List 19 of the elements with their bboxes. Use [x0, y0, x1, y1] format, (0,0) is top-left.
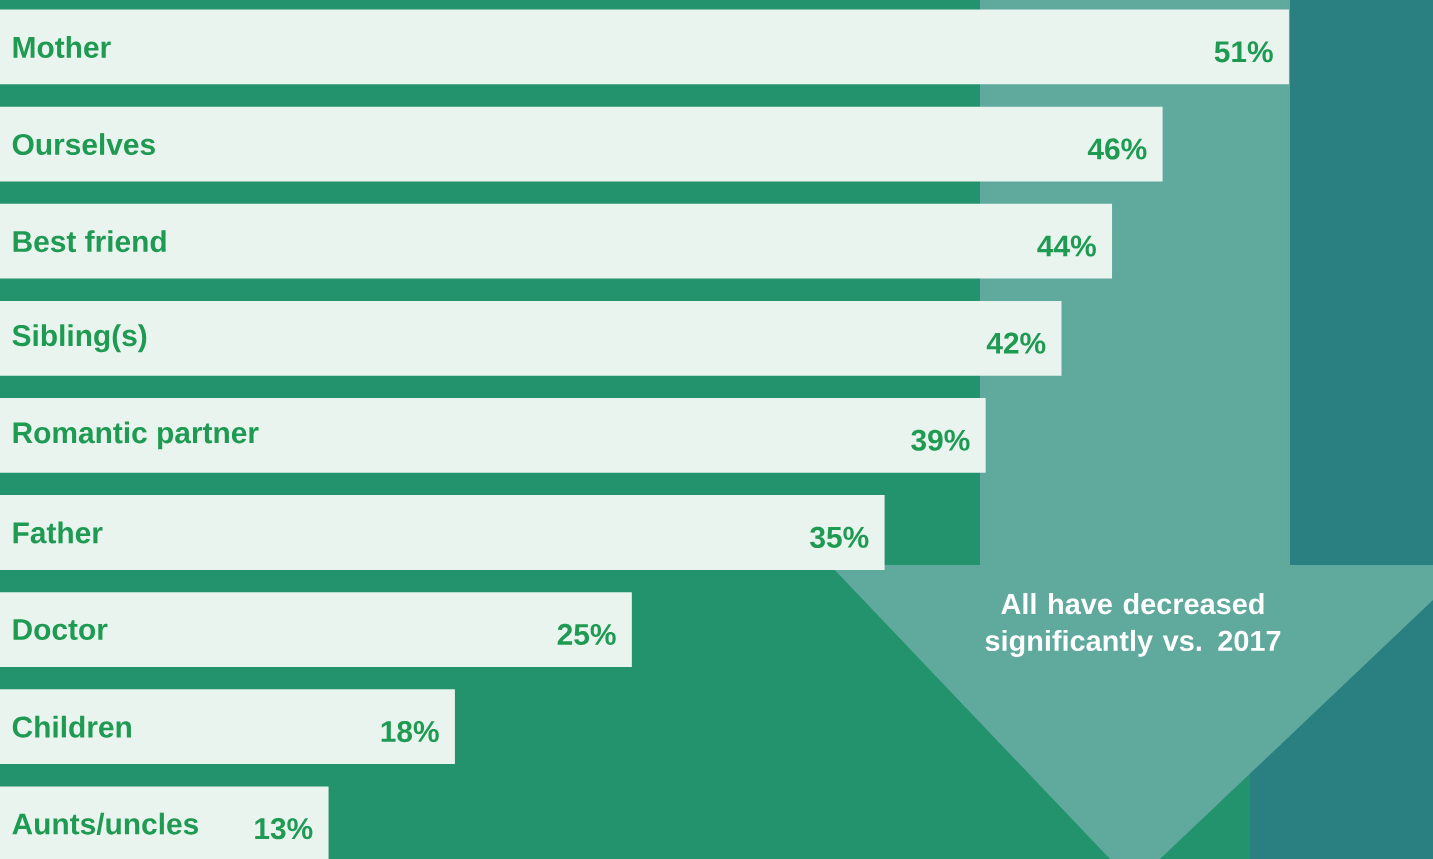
y-tick-label: Father	[13, 521, 103, 544]
data-label: 18%	[381, 720, 439, 743]
data-label: 13%	[255, 818, 313, 840]
y-tick-label: Ourselves	[12, 133, 155, 156]
y-tick-label: Romantic partner	[13, 421, 259, 450]
y-tick-label: Doctor	[13, 619, 108, 641]
data-label: 51%	[1214, 41, 1273, 63]
y-tick-label: Mother	[13, 36, 111, 58]
data-label: 46%	[1087, 138, 1147, 160]
annotation: All have decreased significantly vs. 2017	[985, 593, 1281, 657]
data-label: 39%	[911, 429, 970, 451]
data-label: 42%	[986, 332, 1046, 354]
data-label: 25%	[557, 623, 616, 646]
y-tick-label: Best friend	[13, 230, 166, 253]
data-label: 35%	[810, 526, 869, 548]
y-tick-label: Sibling(s)	[12, 324, 147, 353]
data-label: 44%	[1037, 235, 1096, 257]
y-tick-label: Children	[12, 715, 131, 738]
y-tick-label: Aunts/uncles	[12, 812, 199, 835]
